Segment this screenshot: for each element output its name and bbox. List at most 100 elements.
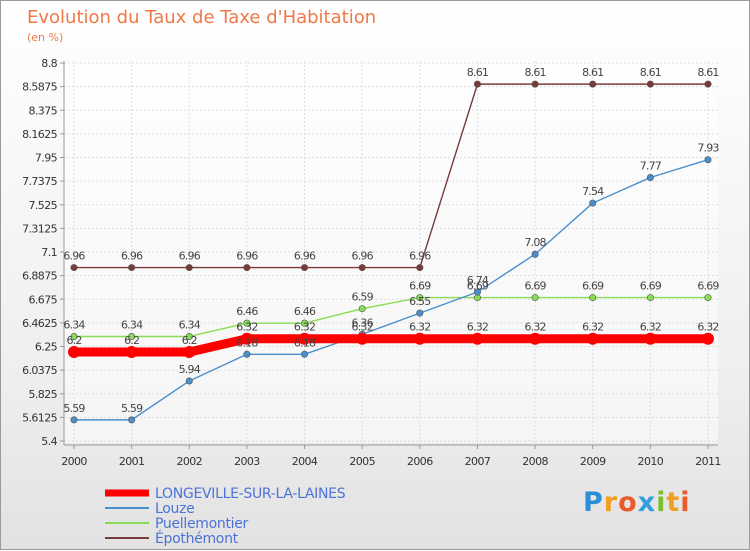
- data-label: 6.32: [467, 321, 488, 334]
- data-label: 6.2: [182, 334, 197, 347]
- data-label: 7.08: [524, 236, 546, 249]
- data-label: 6.46: [236, 305, 258, 318]
- data-point: [301, 350, 309, 358]
- y-tick-label: 6.4625: [22, 317, 57, 330]
- data-point: [646, 294, 654, 302]
- legend-label: LONGEVILLE-SUR-LA-LAINES: [155, 486, 346, 502]
- y-tick-label: 8.8: [41, 57, 57, 70]
- data-label: 6.32: [294, 321, 315, 334]
- data-point: [704, 80, 712, 88]
- data-point: [68, 346, 80, 359]
- x-tick-label: 2009: [580, 455, 606, 468]
- x-tick-label: 2003: [234, 455, 260, 468]
- data-point: [471, 332, 484, 345]
- data-point: [413, 332, 426, 345]
- data-label: 8.61: [467, 66, 488, 79]
- y-tick-label: 8.375: [29, 104, 58, 117]
- data-label: 5.59: [121, 402, 143, 415]
- data-label: 6.55: [409, 295, 431, 308]
- data-label: 6.46: [294, 305, 316, 318]
- data-label: 6.2: [124, 334, 139, 347]
- data-point: [125, 346, 138, 359]
- y-tick-label: 6.25: [35, 341, 58, 354]
- data-point: [416, 309, 424, 317]
- x-tick-label: 2010: [638, 455, 664, 468]
- series-line-0: [69, 334, 713, 357]
- data-label: 6.69: [697, 280, 719, 293]
- y-tick-label: 8.1625: [22, 128, 57, 141]
- data-point: [70, 416, 78, 424]
- data-point: [586, 332, 599, 345]
- logo-letter: t: [666, 487, 681, 518]
- data-label: 6.69: [524, 280, 546, 293]
- series-line-1: [73, 159, 709, 421]
- data-point: [702, 332, 714, 345]
- y-tick-label: 7.1: [41, 246, 57, 259]
- data-point: [185, 377, 193, 385]
- data-label: 6.96: [179, 250, 201, 263]
- chart-unit-label: (en %): [27, 31, 64, 44]
- data-label: 6.34: [121, 318, 143, 331]
- data-label: 6.32: [582, 321, 603, 334]
- y-tick-label: 5.4: [41, 435, 57, 448]
- data-label: 6.2: [66, 334, 81, 347]
- x-tick-label: 2001: [119, 455, 145, 468]
- data-point: [704, 156, 712, 164]
- series-line-2: [73, 296, 709, 338]
- data-point: [301, 319, 309, 327]
- data-point: [358, 305, 366, 313]
- data-label: 8.61: [524, 66, 545, 79]
- series-line-3: [73, 83, 709, 269]
- x-tick-label: 2005: [349, 455, 375, 468]
- data-point: [70, 332, 78, 340]
- data-point: [128, 332, 136, 340]
- y-tick-label: 8.5875: [22, 81, 57, 94]
- logo-letter: i: [656, 487, 667, 518]
- data-point: [416, 264, 424, 272]
- data-point: [356, 332, 369, 345]
- data-point: [589, 80, 597, 88]
- data-point: [531, 80, 539, 88]
- data-label: 5.94: [179, 363, 201, 376]
- data-label: 6.96: [409, 250, 431, 263]
- plot-area: [64, 61, 718, 443]
- data-label: 7.54: [582, 185, 604, 198]
- data-label: 5.59: [63, 402, 85, 415]
- x-tick-label: 2004: [292, 455, 318, 468]
- data-label: 6.69: [640, 280, 662, 293]
- data-point: [128, 264, 136, 272]
- data-point: [473, 288, 481, 296]
- data-label: 8.61: [582, 66, 603, 79]
- data-label: 6.32: [409, 321, 430, 334]
- data-point: [358, 264, 366, 272]
- proxiti-logo: Proxiti: [583, 487, 691, 518]
- logo-letter: r: [603, 487, 619, 518]
- data-point: [128, 416, 136, 424]
- data-point: [243, 350, 251, 358]
- data-point: [185, 332, 193, 340]
- data-label: 6.32: [640, 321, 661, 334]
- y-tick-label: 7.525: [29, 199, 58, 212]
- y-tick-label: 6.675: [29, 293, 58, 306]
- chart-title: Evolution du Taux de Taxe d'Habitation: [27, 7, 377, 28]
- x-tick-label: 2006: [407, 455, 433, 468]
- data-point: [531, 250, 539, 258]
- data-point: [529, 332, 542, 345]
- y-tick-label: 7.7375: [22, 175, 57, 188]
- data-label: 6.69: [582, 280, 604, 293]
- data-point: [298, 332, 311, 345]
- data-label: 6.96: [352, 250, 374, 263]
- data-point: [243, 264, 251, 272]
- data-label: 6.69: [409, 280, 431, 293]
- data-point: [589, 199, 597, 207]
- data-label: 6.18: [236, 336, 258, 349]
- data-label: 6.34: [179, 318, 201, 331]
- legend-label: Épothémont: [155, 530, 239, 547]
- data-point: [183, 346, 196, 359]
- y-tick-label: 6.8875: [22, 270, 57, 283]
- y-tick-label: 6.0375: [22, 364, 57, 377]
- data-label: 6.74: [467, 274, 489, 287]
- data-point: [185, 264, 193, 272]
